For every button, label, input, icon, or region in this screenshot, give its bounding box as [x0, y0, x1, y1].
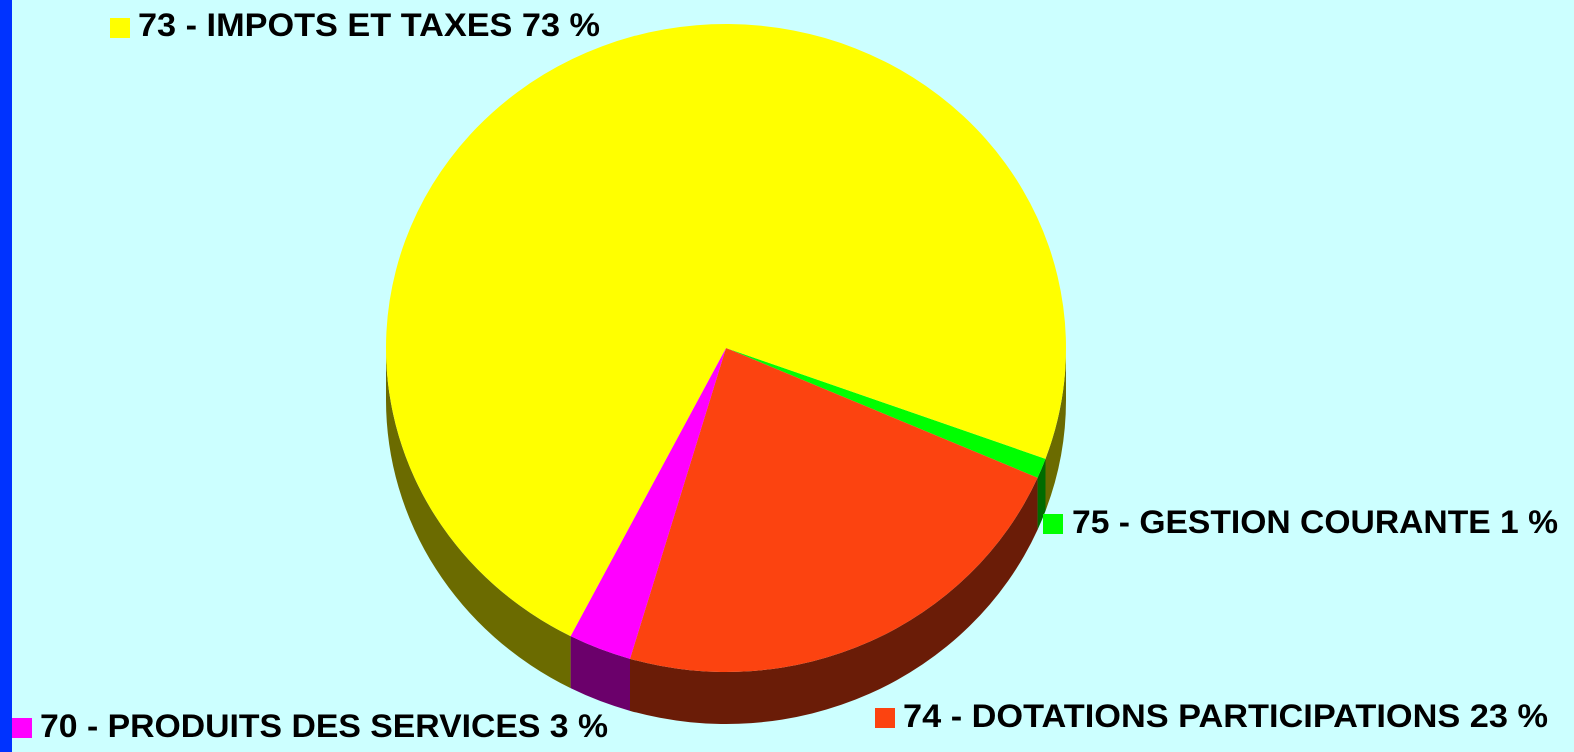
label-swatch: [12, 718, 32, 738]
pie-slice: [570, 348, 726, 659]
pie-slice: [630, 348, 1038, 672]
pie-slice: [385, 24, 1067, 637]
data-label: 73 - IMPOTS ET TAXES 73 %: [138, 7, 600, 43]
label-category: 70 - PRODUITS DES SERVICES: [40, 708, 540, 744]
label-value: 73 %: [522, 7, 600, 43]
data-label: 74 - DOTATIONS PARTICIPATIONS 23 %: [903, 698, 1548, 734]
label-swatch: [1043, 514, 1063, 534]
data-label: 70 - PRODUITS DES SERVICES 3 %: [40, 708, 608, 744]
pie-side: [1045, 348, 1066, 511]
left-stripe: [0, 0, 12, 752]
label-category: 73 - IMPOTS ET TAXES: [138, 7, 512, 43]
pie-side: [1037, 458, 1046, 530]
pie-side: [386, 348, 571, 689]
label-value: 1 %: [1500, 504, 1558, 540]
label-category: 74 - DOTATIONS PARTICIPATIONS: [903, 698, 1460, 734]
label-value: 23 %: [1470, 698, 1548, 734]
data-label: 75 - GESTION COURANTE 1 %: [1072, 504, 1558, 540]
label-swatch: [110, 18, 130, 38]
label-value: 3 %: [550, 708, 608, 744]
label-swatch: [875, 708, 895, 728]
label-category: 75 - GESTION COURANTE: [1072, 504, 1491, 540]
pie-slice: [726, 348, 1046, 478]
pie-side: [630, 477, 1038, 724]
pie-side: [570, 636, 631, 711]
